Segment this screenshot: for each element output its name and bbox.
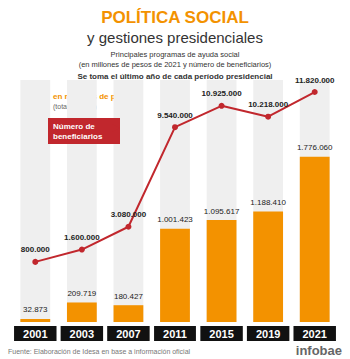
svg-text:1.001.423: 1.001.423 — [157, 215, 193, 224]
svg-text:2019: 2019 — [256, 328, 280, 340]
svg-text:1.188.410: 1.188.410 — [250, 198, 286, 207]
svg-text:32.873: 32.873 — [23, 305, 48, 314]
svg-text:2007: 2007 — [116, 328, 140, 340]
svg-text:800.000: 800.000 — [21, 245, 50, 254]
svg-text:11.820.000: 11.820.000 — [295, 76, 335, 85]
svg-text:209.719: 209.719 — [67, 289, 96, 298]
svg-text:1.600.000: 1.600.000 — [64, 233, 100, 242]
svg-text:10.925.000: 10.925.000 — [202, 89, 243, 98]
svg-text:2001: 2001 — [23, 328, 47, 340]
svg-text:2003: 2003 — [70, 328, 94, 340]
svg-text:2021: 2021 — [302, 328, 326, 340]
svg-text:Principales programas de ayuda: Principales programas de ayuda social — [111, 50, 240, 59]
svg-text:9.540.000: 9.540.000 — [157, 111, 193, 120]
svg-text:beneficiarios: beneficiarios — [53, 132, 103, 141]
svg-text:infobae: infobae — [296, 343, 342, 358]
svg-text:2015: 2015 — [209, 328, 233, 340]
svg-text:10.218.000: 10.218.000 — [248, 100, 289, 109]
svg-text:1.095.617: 1.095.617 — [204, 207, 240, 216]
svg-text:Se toma el último año de cada: Se toma el último año de cada período pr… — [77, 72, 272, 81]
svg-text:POLÍTICA SOCIAL: POLÍTICA SOCIAL — [101, 8, 249, 27]
svg-text:y gestiones presidenciales: y gestiones presidenciales — [87, 29, 263, 46]
svg-text:2011: 2011 — [163, 328, 187, 340]
svg-text:1.776.060: 1.776.060 — [297, 143, 333, 152]
svg-text:Número de: Número de — [53, 122, 97, 131]
svg-text:(en millones de pesos de 2021: (en millones de pesos de 2021 y número d… — [79, 60, 272, 69]
svg-text:Fuente: Elaboración de Idesa e: Fuente: Elaboración de Idesa en base a i… — [8, 348, 191, 355]
svg-text:180.427: 180.427 — [114, 292, 143, 301]
svg-text:3.080.000: 3.080.000 — [111, 210, 147, 219]
